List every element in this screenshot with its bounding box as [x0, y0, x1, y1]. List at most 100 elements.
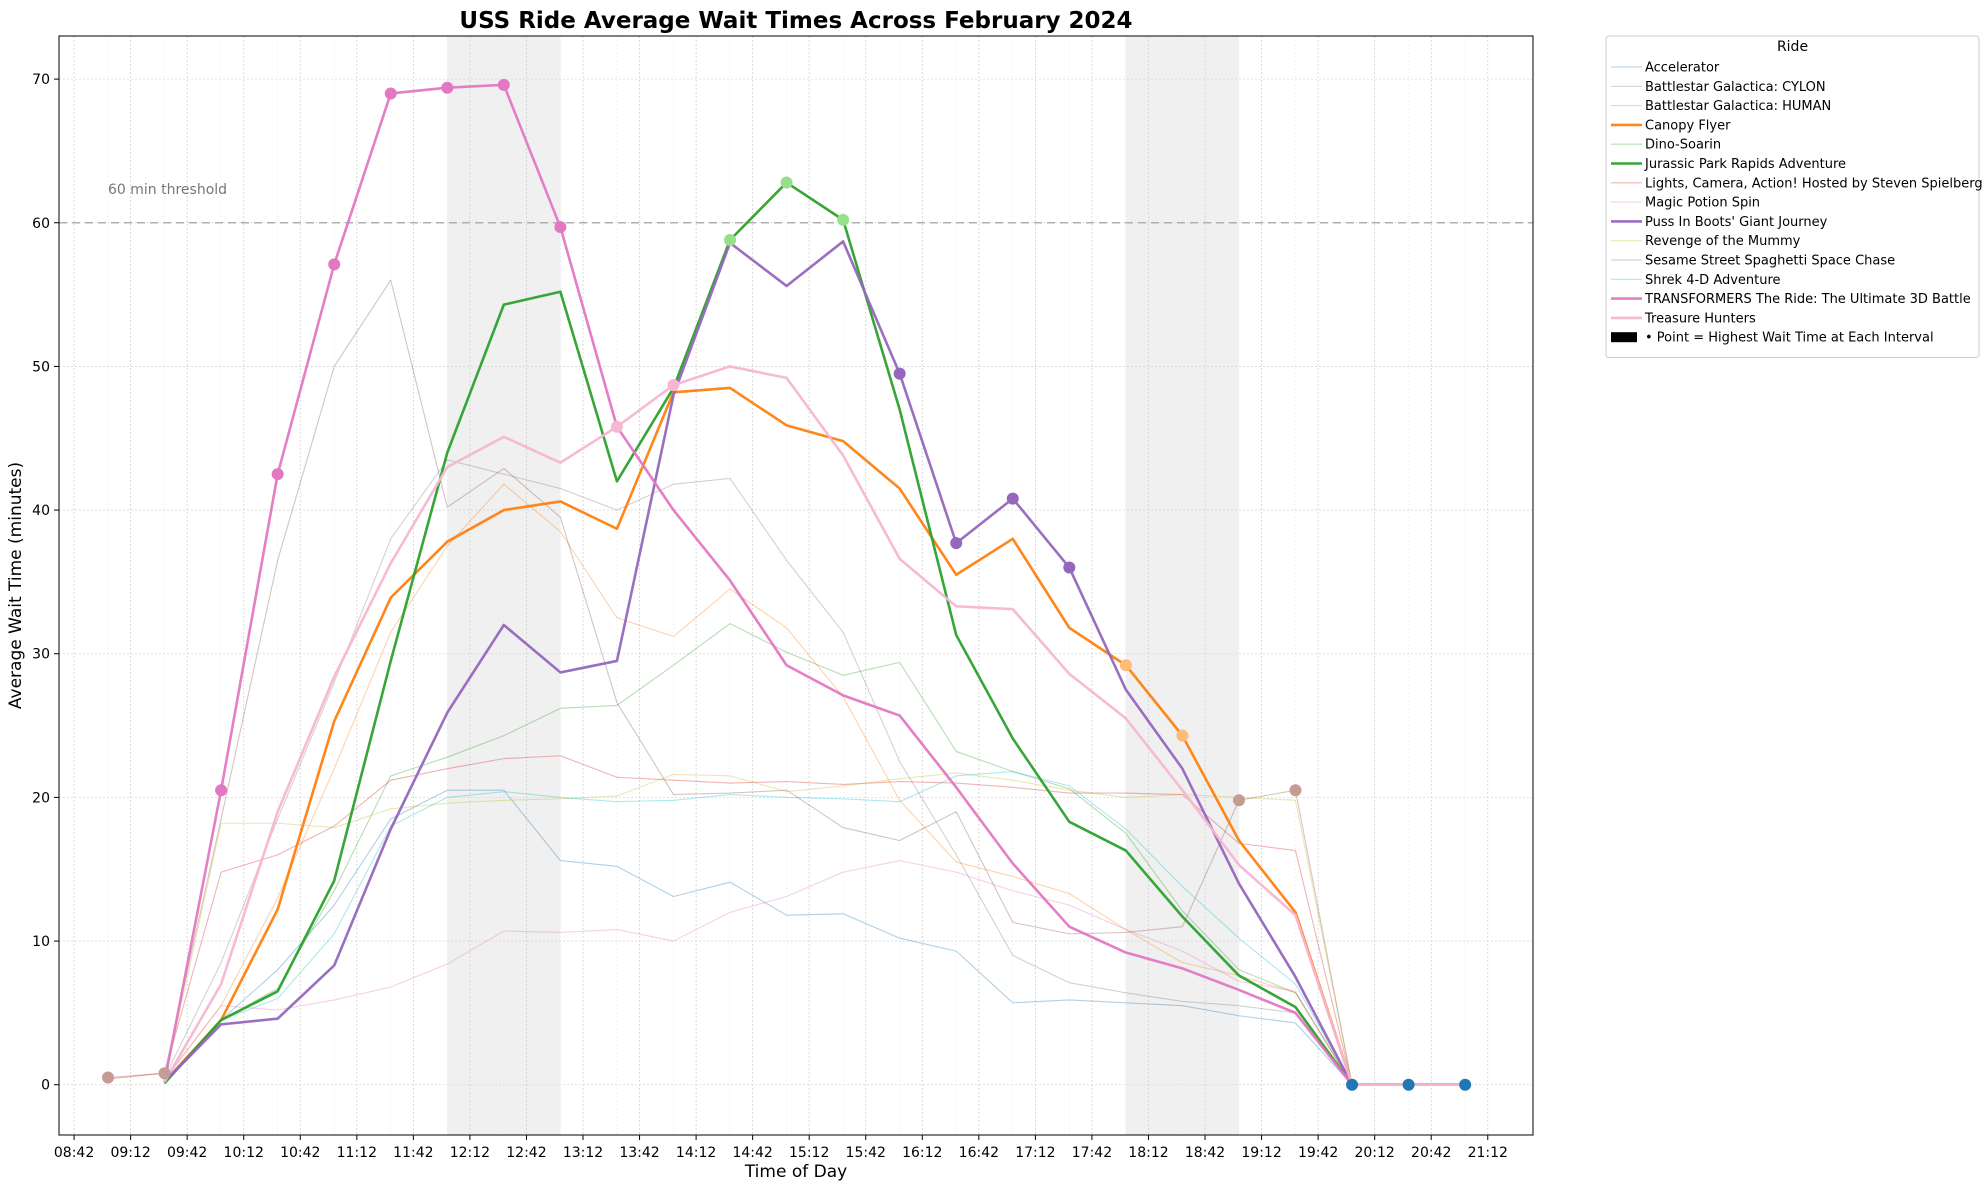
series-line — [164, 459, 1466, 1086]
legend-entry: Treasure Hunters — [1644, 311, 1756, 326]
series-line — [163, 83, 1466, 1087]
x-tick-label: 10:12 — [224, 1145, 264, 1161]
x-tick-label: 21:12 — [1468, 1145, 1508, 1161]
x-tick-label: 14:12 — [676, 1145, 716, 1161]
max-point — [1063, 561, 1076, 574]
max-point — [102, 1071, 115, 1084]
x-tick-label: 18:12 — [1128, 1145, 1168, 1161]
max-point — [1459, 1078, 1472, 1091]
max-point — [950, 537, 963, 550]
legend-entry: Shrek 4-D Adventure — [1645, 273, 1781, 288]
x-tick-label: 11:12 — [337, 1145, 377, 1161]
max-point — [328, 258, 341, 271]
series-line — [164, 770, 1466, 1086]
threshold: 60 min threshold — [59, 182, 1533, 224]
x-axis-label: Time of Day — [744, 1162, 847, 1182]
x-tick-label: 15:42 — [846, 1145, 886, 1161]
max-point — [384, 87, 397, 100]
x-tick-label: 20:42 — [1411, 1145, 1451, 1161]
max-points — [102, 78, 1472, 1091]
chart-title: USS Ride Average Wait Times Across Febru… — [459, 8, 1132, 34]
x-tick-label: 12:42 — [506, 1145, 546, 1161]
shaded-region — [447, 36, 561, 1135]
shaded-regions — [447, 36, 1239, 1135]
series-line — [163, 386, 1466, 1087]
y-tick-label: 30 — [32, 647, 50, 663]
x-tick-label: 18:42 — [1185, 1145, 1225, 1161]
max-point — [610, 420, 623, 433]
x-tick-label: 11:42 — [393, 1145, 433, 1161]
y-tick-label: 20 — [32, 790, 50, 806]
legend-entry: Jurassic Park Rapids Adventure — [1644, 157, 1846, 172]
y-tick-label: 50 — [32, 359, 50, 375]
max-point — [158, 1067, 171, 1080]
plot-frame — [58, 35, 1534, 1136]
series-line — [164, 772, 1466, 1086]
x-tick-label: 17:42 — [1072, 1145, 1112, 1161]
legend-entry: Battlestar Galactica: CYLON — [1645, 80, 1826, 95]
x-tick-label: 15:12 — [789, 1145, 829, 1161]
legend-entry: Canopy Flyer — [1645, 118, 1731, 133]
x-tick-label: 20:12 — [1354, 1145, 1394, 1161]
max-point — [1346, 1078, 1359, 1091]
max-point — [1232, 794, 1245, 807]
max-point — [1006, 492, 1019, 505]
max-point — [724, 233, 737, 246]
max-point — [215, 784, 228, 797]
x-tick-label: 14:42 — [732, 1145, 772, 1161]
legend-entry: Revenge of the Mummy — [1645, 234, 1801, 249]
max-point — [271, 468, 284, 481]
max-point — [441, 81, 454, 94]
x-tick-label: 09:42 — [167, 1145, 207, 1161]
x-tick-label: 09:12 — [110, 1145, 150, 1161]
series-line — [107, 755, 1466, 1086]
y-tick-label: 60 — [32, 216, 50, 232]
x-tick-label: 13:42 — [619, 1145, 659, 1161]
legend-entry: Battlestar Galactica: HUMAN — [1645, 99, 1831, 114]
y-tick-label: 0 — [41, 1078, 50, 1094]
max-point — [1289, 784, 1302, 797]
max-point — [1402, 1078, 1415, 1091]
legend-title: Ride — [1777, 39, 1808, 55]
y-tick-label: 70 — [32, 72, 50, 88]
legend-items: Accelerator Battlestar Galactica: CYLON Ba… — [1611, 61, 1983, 346]
legend-note-swatch — [1611, 332, 1637, 343]
legend-entry: Dino-Soarin — [1645, 138, 1721, 153]
max-point — [893, 367, 906, 380]
max-point — [667, 379, 680, 392]
legend-entry: Accelerator — [1645, 61, 1720, 76]
max-point — [780, 176, 793, 189]
y-tick-label: 40 — [32, 503, 50, 519]
legend: Ride Accelerator Battlestar Galactica: CY… — [1605, 35, 1983, 358]
legend-entry: Lights, Camera, Action! Hosted by Steven… — [1645, 176, 1983, 191]
series-line — [164, 623, 1466, 1086]
max-point — [554, 221, 567, 234]
legend-note: • Point = Highest Wait Time at Each Inte… — [1645, 331, 1934, 346]
x-tick-label: 16:12 — [902, 1145, 942, 1161]
legend-entry: Puss In Boots' Giant Journey — [1645, 215, 1828, 230]
threshold-label: 60 min threshold — [108, 182, 227, 198]
series-line — [163, 365, 1466, 1087]
x-tick-label: 19:12 — [1241, 1145, 1281, 1161]
series-line — [164, 789, 1466, 1086]
max-point — [1119, 659, 1132, 672]
x-tick-label: 10:42 — [280, 1145, 320, 1161]
series-lines — [107, 83, 1466, 1087]
legend-entry: TRANSFORMERS The Ride: The Ultimate 3D B… — [1644, 292, 1971, 307]
legend-entry: Sesame Street Spaghetti Space Chase — [1645, 254, 1895, 269]
max-point — [497, 78, 510, 91]
shaded-region — [1125, 36, 1239, 1135]
x-tick-label: 19:42 — [1298, 1145, 1338, 1161]
x-tick-label: 13:12 — [563, 1145, 603, 1161]
x-tick-label: 08:42 — [54, 1145, 94, 1161]
series-line — [163, 240, 1466, 1087]
y-axis-label: Average Wait Time (minutes) — [6, 462, 26, 709]
max-point — [837, 213, 850, 226]
axis-ticks: 08:42 09:12 09:42 10:12 10:42 11:12 11:42 12:12… — [32, 72, 1508, 1161]
legend-entry: Magic Potion Spin — [1645, 196, 1760, 211]
x-tick-label: 17:12 — [1015, 1145, 1055, 1161]
max-point — [1176, 729, 1189, 742]
series-line — [163, 181, 1466, 1087]
x-tick-label: 12:12 — [450, 1145, 490, 1161]
